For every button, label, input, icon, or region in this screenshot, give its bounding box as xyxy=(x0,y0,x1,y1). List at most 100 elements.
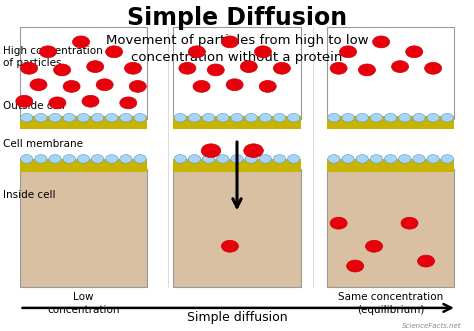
Circle shape xyxy=(129,80,146,92)
Text: Simple Diffusion: Simple Diffusion xyxy=(127,6,347,30)
Circle shape xyxy=(399,155,411,163)
Bar xyxy=(173,116,301,129)
Circle shape xyxy=(259,114,272,122)
Bar xyxy=(19,116,147,129)
Circle shape xyxy=(134,114,146,122)
FancyBboxPatch shape xyxy=(173,27,301,119)
Circle shape xyxy=(288,155,300,163)
Circle shape xyxy=(91,114,104,122)
Circle shape xyxy=(201,144,221,158)
Circle shape xyxy=(217,114,229,122)
Circle shape xyxy=(91,155,104,163)
Text: High concentration
of particles: High concentration of particles xyxy=(3,46,103,68)
Circle shape xyxy=(77,114,90,122)
Circle shape xyxy=(54,64,71,76)
Circle shape xyxy=(120,155,132,163)
Circle shape xyxy=(49,114,61,122)
Text: Same concentration
(equilibrium): Same concentration (equilibrium) xyxy=(338,292,443,315)
Circle shape xyxy=(370,155,383,163)
Circle shape xyxy=(245,114,257,122)
Bar xyxy=(173,159,301,172)
Circle shape xyxy=(328,114,340,122)
Circle shape xyxy=(401,217,418,229)
Circle shape xyxy=(202,114,215,122)
Circle shape xyxy=(330,62,347,74)
Circle shape xyxy=(20,62,37,74)
Circle shape xyxy=(384,155,397,163)
Circle shape xyxy=(339,46,356,58)
Text: Simple diffusion: Simple diffusion xyxy=(187,310,287,324)
Circle shape xyxy=(106,46,123,58)
Circle shape xyxy=(427,114,439,122)
Bar xyxy=(327,159,455,172)
Circle shape xyxy=(399,114,411,122)
Circle shape xyxy=(106,155,118,163)
Circle shape xyxy=(20,114,33,122)
Circle shape xyxy=(231,114,243,122)
Circle shape xyxy=(174,114,186,122)
FancyBboxPatch shape xyxy=(173,169,301,287)
Circle shape xyxy=(174,155,186,163)
Circle shape xyxy=(373,36,390,48)
Circle shape xyxy=(120,97,137,109)
Circle shape xyxy=(370,114,383,122)
FancyBboxPatch shape xyxy=(19,27,147,119)
Circle shape xyxy=(427,155,439,163)
Circle shape xyxy=(384,114,397,122)
Text: Movement of particles from high to low
concentration without a protein: Movement of particles from high to low c… xyxy=(106,34,368,64)
Circle shape xyxy=(188,46,205,58)
FancyBboxPatch shape xyxy=(327,27,455,119)
Circle shape xyxy=(125,62,142,74)
Circle shape xyxy=(82,95,99,107)
Circle shape xyxy=(226,79,243,91)
Circle shape xyxy=(425,62,442,74)
Circle shape xyxy=(328,155,340,163)
Circle shape xyxy=(188,155,201,163)
Circle shape xyxy=(342,155,354,163)
FancyBboxPatch shape xyxy=(19,169,147,287)
Circle shape xyxy=(273,62,291,74)
Text: ScienceFacts.net: ScienceFacts.net xyxy=(402,323,462,329)
Circle shape xyxy=(259,80,276,92)
Circle shape xyxy=(217,155,229,163)
Circle shape xyxy=(259,155,272,163)
Circle shape xyxy=(346,260,364,272)
Text: Low
concentration: Low concentration xyxy=(47,292,119,315)
Circle shape xyxy=(358,64,375,76)
Circle shape xyxy=(16,95,33,107)
Circle shape xyxy=(245,155,257,163)
Circle shape xyxy=(63,80,80,92)
Circle shape xyxy=(35,155,47,163)
Circle shape xyxy=(39,46,56,58)
Text: Cell membrane: Cell membrane xyxy=(3,139,83,149)
Circle shape xyxy=(20,155,33,163)
Circle shape xyxy=(342,114,354,122)
Circle shape xyxy=(77,155,90,163)
Circle shape xyxy=(406,46,423,58)
Circle shape xyxy=(356,114,368,122)
Circle shape xyxy=(87,61,104,72)
Circle shape xyxy=(188,114,201,122)
Circle shape xyxy=(179,62,196,74)
Circle shape xyxy=(49,97,66,109)
Circle shape xyxy=(330,217,347,229)
Circle shape xyxy=(273,155,286,163)
Circle shape xyxy=(255,46,272,58)
Circle shape xyxy=(365,240,383,252)
Circle shape xyxy=(63,114,75,122)
Circle shape xyxy=(231,155,243,163)
Circle shape xyxy=(273,114,286,122)
Circle shape xyxy=(30,79,47,91)
Circle shape xyxy=(120,114,132,122)
Circle shape xyxy=(202,155,215,163)
Circle shape xyxy=(441,114,454,122)
Circle shape xyxy=(106,114,118,122)
Bar xyxy=(19,159,147,172)
Circle shape xyxy=(96,79,113,91)
Bar xyxy=(327,116,455,129)
Circle shape xyxy=(49,155,61,163)
Circle shape xyxy=(441,155,454,163)
Circle shape xyxy=(63,155,75,163)
Circle shape xyxy=(288,114,300,122)
Circle shape xyxy=(392,61,409,72)
